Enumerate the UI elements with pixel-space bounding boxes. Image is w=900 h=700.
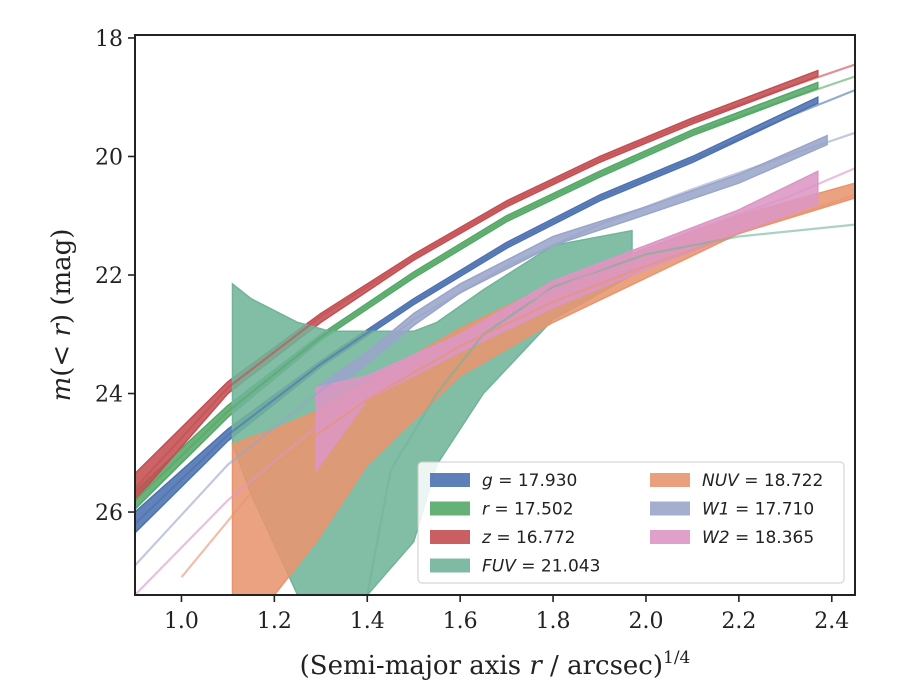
x-tick-label: 2.0 xyxy=(628,609,663,634)
plot-area xyxy=(135,63,855,595)
y-axis-title-m: m xyxy=(47,377,77,402)
x-axis-title-exp: 1/4 xyxy=(663,648,690,668)
x-tick-label: 1.2 xyxy=(257,609,292,634)
fit-line-r xyxy=(135,75,855,501)
fit-line-g xyxy=(135,89,855,525)
y-tick-label: 22 xyxy=(95,264,123,289)
y-axis-title-rest: ) (mag) xyxy=(47,229,77,325)
y-tick-label: 24 xyxy=(95,383,123,408)
y-tick-label: 26 xyxy=(95,501,123,526)
fit-line-w1 xyxy=(135,131,855,567)
x-tick-label: 1.6 xyxy=(443,609,478,634)
legend-label-r: r = 17.502 xyxy=(482,500,574,520)
legend-swatch-r xyxy=(430,501,470,516)
legend-box xyxy=(417,461,845,584)
legend-swatch-fuv xyxy=(430,558,470,573)
legend-label-g: g = 17.930 xyxy=(482,471,577,491)
plot-frame xyxy=(134,34,856,596)
x-axis-title-var: r xyxy=(529,651,543,681)
x-tick-label: 2.2 xyxy=(721,609,756,634)
y-axis-title-r: r xyxy=(47,323,77,345)
band-w1 xyxy=(315,134,828,404)
legend-swatch-w1 xyxy=(650,501,690,516)
y-axis-title-open: (< xyxy=(47,345,77,377)
x-tick-label: 2.4 xyxy=(814,609,849,634)
x-axis-title-unit: / arcsec) xyxy=(542,651,663,681)
legend-swatch-w2 xyxy=(650,530,690,544)
y-tick-label: 20 xyxy=(95,145,123,170)
x-axis-title-main: (Semi-major axis xyxy=(300,651,530,681)
y-axis-title: m(< r) (mag) xyxy=(47,229,77,402)
legend: g = 17.930 r = 17.502 z = 16.772 FUV = 21.0… xyxy=(417,461,845,584)
legend-label-z: z = 16.772 xyxy=(481,528,575,548)
x-tick-label: 1.4 xyxy=(350,609,385,634)
legend-swatch-g xyxy=(430,473,470,487)
fit-line-nuv xyxy=(180,193,855,578)
fit-line-z xyxy=(135,63,855,490)
y-tick-label: 18 xyxy=(95,27,123,52)
legend-label-fuv: FUV = 21.043 xyxy=(482,557,600,577)
x-tick-label: 1.8 xyxy=(536,609,571,634)
x-axis-title: (Semi-major axis r / arcsec)1/4 xyxy=(300,648,691,681)
legend-swatch-nuv xyxy=(650,473,690,487)
legend-label-w1: W1 = 17.710 xyxy=(702,500,814,520)
axes: 1.0 1.2 1.4 1.6 1.8 2.0 2.2 2.4 18 20 22 24 26 xyxy=(95,27,849,634)
legend-label-w2: W2 = 18.365 xyxy=(702,528,814,548)
legend-label-nuv: NUV = 18.722 xyxy=(702,471,823,491)
legend-swatch-z xyxy=(430,530,470,544)
fit-line-w2 xyxy=(135,167,855,595)
x-tick-label: 1.0 xyxy=(164,609,199,634)
